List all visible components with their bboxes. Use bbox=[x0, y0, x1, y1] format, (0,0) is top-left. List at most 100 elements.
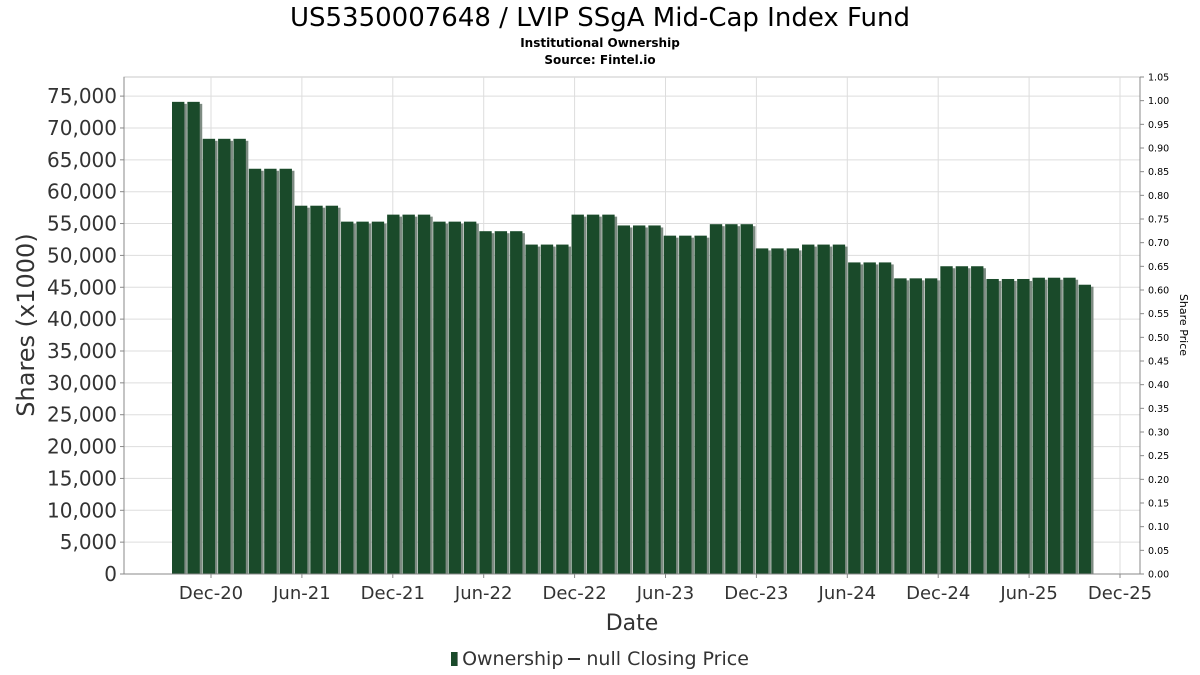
y-tick-label: 10,000 bbox=[47, 498, 117, 522]
bar bbox=[402, 214, 415, 574]
y2-tick-label: 0.80 bbox=[1148, 191, 1169, 202]
x-tick-label: Dec-21 bbox=[361, 583, 425, 604]
bar bbox=[525, 244, 538, 575]
y2-tick-label: 1.00 bbox=[1148, 96, 1169, 107]
x-tick-label: Jun-25 bbox=[999, 583, 1058, 604]
y-tick-label: 60,000 bbox=[47, 180, 117, 204]
chart-title: US5350007648 / LVIP SSgA Mid-Cap Index F… bbox=[289, 3, 911, 33]
x-tick-label: Jun-22 bbox=[454, 583, 513, 604]
y2-axis-label: Share Price bbox=[1177, 294, 1190, 356]
x-tick-label: Dec-20 bbox=[179, 583, 243, 604]
bar bbox=[417, 214, 431, 574]
bar-layer bbox=[172, 101, 1094, 575]
bar-swatch-icon bbox=[451, 652, 458, 666]
chart-source: Source: Fintel.io bbox=[544, 53, 656, 67]
bar bbox=[755, 248, 769, 574]
bar bbox=[325, 205, 339, 574]
bar bbox=[663, 235, 677, 574]
y-tick-label: 5,000 bbox=[60, 530, 117, 554]
line-swatch-icon bbox=[568, 658, 581, 660]
y2-tick-label: 0.85 bbox=[1148, 167, 1169, 178]
bar bbox=[218, 138, 231, 575]
x-tick-label: Jun-23 bbox=[636, 583, 695, 604]
x-tick-label: Dec-22 bbox=[542, 583, 606, 604]
axis-layer: Dec-20 Jun-21 Dec-21 Jun-22 Dec-22 Jun-23 Dec-… bbox=[47, 73, 1169, 605]
y-tick-label: 45,000 bbox=[47, 275, 117, 299]
y2-tick-label: 0.30 bbox=[1148, 428, 1169, 439]
bar bbox=[264, 168, 277, 574]
y2-tick-label: 0.90 bbox=[1148, 144, 1169, 155]
bar bbox=[571, 214, 584, 574]
bar bbox=[924, 278, 938, 574]
bar bbox=[187, 101, 200, 574]
bar bbox=[786, 248, 800, 574]
bar bbox=[540, 244, 554, 575]
bar bbox=[387, 214, 400, 574]
bar bbox=[817, 244, 830, 575]
y-tick-label: 65,000 bbox=[47, 148, 117, 172]
y2-tick-label: 0.60 bbox=[1148, 286, 1169, 297]
bar bbox=[310, 205, 323, 574]
y-tick-label: 75,000 bbox=[47, 84, 117, 108]
bar bbox=[1017, 278, 1030, 574]
bar bbox=[802, 244, 815, 575]
bar bbox=[1047, 277, 1061, 574]
bar bbox=[709, 224, 723, 574]
y2-tick-label: 0.25 bbox=[1148, 451, 1169, 462]
x-tick-label: Jun-21 bbox=[272, 583, 331, 604]
bar bbox=[1078, 284, 1091, 574]
y2-tick-label: 0.70 bbox=[1148, 238, 1169, 249]
bar bbox=[955, 266, 969, 574]
bar bbox=[725, 224, 738, 574]
y-tick-label: 15,000 bbox=[47, 466, 117, 490]
bar bbox=[448, 221, 461, 574]
y-tick-label: 20,000 bbox=[47, 435, 117, 459]
y2-tick-label: 1.05 bbox=[1148, 73, 1169, 84]
y2-tick-label: 0.00 bbox=[1148, 570, 1169, 581]
chart-subtitle: Institutional Ownership bbox=[520, 36, 680, 50]
bar bbox=[909, 278, 922, 574]
bar bbox=[172, 101, 185, 574]
bar bbox=[371, 221, 385, 574]
bar bbox=[602, 214, 615, 574]
bar bbox=[771, 248, 784, 574]
y-tick-label: 55,000 bbox=[47, 212, 117, 236]
bar bbox=[617, 225, 630, 574]
bar bbox=[510, 231, 523, 574]
bar bbox=[832, 244, 846, 575]
bar bbox=[1001, 278, 1015, 574]
y2-tick-label: 0.10 bbox=[1148, 522, 1169, 533]
y2-tick-label: 0.65 bbox=[1148, 262, 1169, 273]
legend-label-ownership: Ownership bbox=[462, 648, 564, 670]
bar bbox=[356, 221, 369, 574]
bar bbox=[986, 278, 999, 574]
bar bbox=[248, 168, 262, 574]
y2-tick-label: 0.75 bbox=[1148, 215, 1169, 226]
y2-tick-label: 0.05 bbox=[1148, 546, 1169, 557]
y-tick-label: 25,000 bbox=[47, 403, 117, 427]
y2-tick-label: 0.15 bbox=[1148, 499, 1169, 510]
y2-tick-label: 0.95 bbox=[1148, 120, 1169, 131]
bar bbox=[848, 262, 861, 574]
y-axis-label: Shares (x1000) bbox=[12, 233, 40, 416]
bar bbox=[740, 224, 753, 574]
bar bbox=[1032, 277, 1045, 574]
legend: Ownership null Closing Price bbox=[0, 647, 1200, 671]
bar bbox=[633, 225, 646, 574]
x-tick-label: Dec-23 bbox=[724, 583, 788, 604]
y2-tick-label: 0.40 bbox=[1148, 380, 1169, 391]
y-tick-label: 35,000 bbox=[47, 339, 117, 363]
legend-item-ownership: Ownership bbox=[451, 648, 563, 670]
y2-tick-label: 0.35 bbox=[1148, 404, 1169, 415]
bar bbox=[294, 205, 308, 574]
bar bbox=[202, 138, 216, 575]
legend-item-closing-price: null Closing Price bbox=[563, 648, 749, 670]
bar bbox=[878, 262, 892, 574]
legend-label-closing-price: null Closing Price bbox=[586, 648, 749, 670]
bar bbox=[694, 235, 707, 574]
y2-tick-label: 0.45 bbox=[1148, 357, 1169, 368]
bar bbox=[940, 266, 953, 574]
bar bbox=[586, 214, 600, 574]
bar bbox=[233, 138, 246, 575]
